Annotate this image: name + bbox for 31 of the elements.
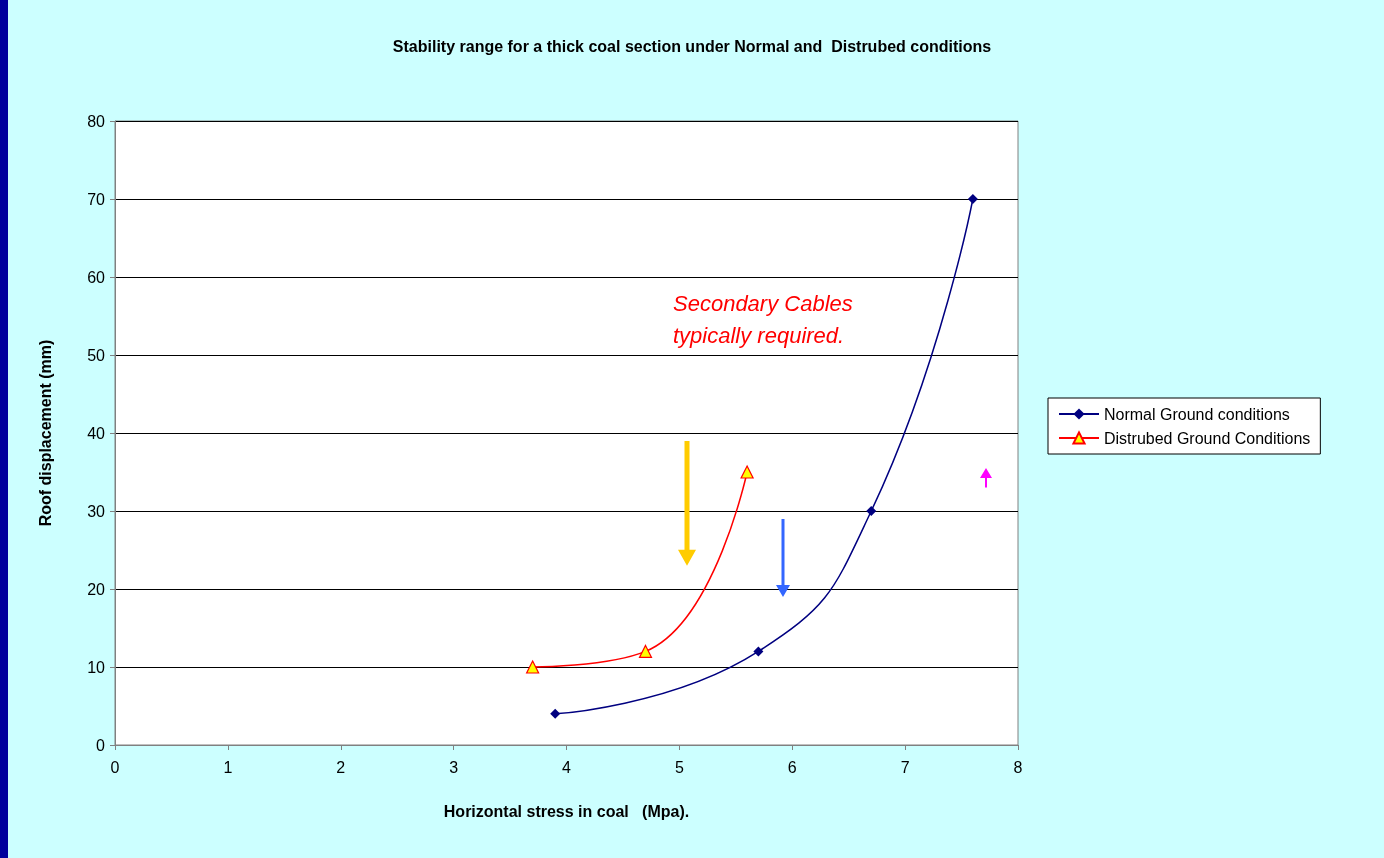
y-tick-label: 30: [87, 502, 106, 520]
x-tick-label: 8: [1013, 758, 1023, 776]
legend-label: Distrubed Ground Conditions: [1104, 429, 1311, 447]
point: [753, 646, 764, 657]
y-tick-label: 60: [87, 268, 106, 286]
y-tick-label: 20: [87, 580, 106, 598]
y-axis-title: Roof displacement (mm): [36, 339, 54, 527]
x-tick-label: 6: [787, 758, 797, 776]
x-tick-label: 2: [336, 758, 346, 776]
x-tick-label: 5: [674, 758, 684, 776]
point: [526, 660, 540, 674]
y-tick-label: 80: [87, 112, 106, 130]
x-tick-label: 3: [449, 758, 459, 776]
x-tick-label: 1: [223, 758, 233, 776]
point: [638, 644, 653, 658]
x-tick-label: 7: [900, 758, 910, 776]
point: [967, 194, 978, 204]
y-tick-label: 50: [87, 346, 106, 364]
x-tick-label: 4: [562, 758, 572, 776]
annotation: Secondary Cables typically required.: [673, 290, 854, 350]
x-tick-label: 0: [110, 758, 120, 776]
point: [866, 506, 877, 516]
y-tick-label: 0: [96, 736, 106, 754]
point: [550, 708, 561, 719]
y-tick-label: 10: [87, 658, 106, 676]
point: [740, 465, 754, 479]
x-axis-title: Horizontal stress in coal (Mpa).: [443, 802, 690, 820]
y-tick-label: 40: [87, 424, 106, 442]
chart-title: Stability range for a thick coal section under Normal and Distrubed conditions: [392, 37, 992, 55]
legend-label: Normal Ground conditions: [1104, 405, 1290, 423]
y-tick-label: 70: [87, 190, 106, 208]
